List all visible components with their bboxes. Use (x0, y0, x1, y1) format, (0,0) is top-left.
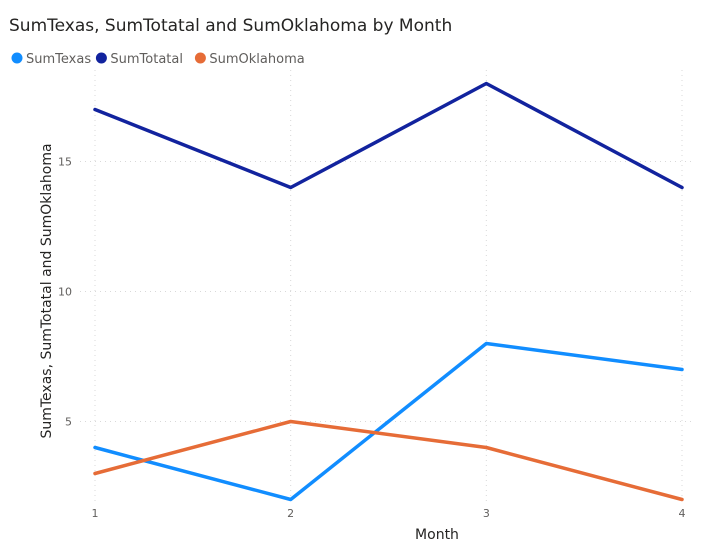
legend-item[interactable]: SumOklahoma (194, 52, 305, 67)
series-lines (93, 81, 684, 502)
legend-marker (11, 52, 23, 64)
x-axis-ticks: 1 2 3 4 (92, 507, 686, 520)
series-line[interactable] (93, 81, 684, 190)
x-tick-label: 2 (287, 507, 294, 520)
series-line[interactable] (93, 341, 684, 502)
x-tick-label: 3 (483, 507, 490, 520)
x-tick-label: 4 (679, 507, 686, 520)
y-axis-ticks: 5 10 15 (58, 156, 72, 429)
y-tick-label: 15 (58, 156, 72, 169)
legend-marker (95, 52, 107, 64)
legend-marker (194, 52, 206, 64)
legend-label: SumOklahoma (209, 52, 304, 67)
legend-item[interactable]: SumTotatal (95, 52, 183, 67)
x-axis-title: Month (415, 527, 459, 543)
gridlines (80, 70, 695, 502)
y-tick-label: 10 (58, 286, 72, 299)
y-tick-label: 5 (65, 416, 72, 429)
y-axis-title: SumTexas, SumTotatal and SumOklahoma (39, 143, 55, 438)
x-tick-label: 1 (92, 507, 99, 520)
legend: SumTexas SumTotatal SumOklahoma (11, 52, 305, 67)
chart-title: SumTexas, SumTotatal and SumOklahoma by … (9, 16, 452, 36)
series-line[interactable] (93, 419, 684, 502)
legend-label: SumTotatal (110, 52, 183, 67)
legend-label: SumTexas (26, 52, 91, 67)
legend-item[interactable]: SumTexas (11, 52, 92, 67)
